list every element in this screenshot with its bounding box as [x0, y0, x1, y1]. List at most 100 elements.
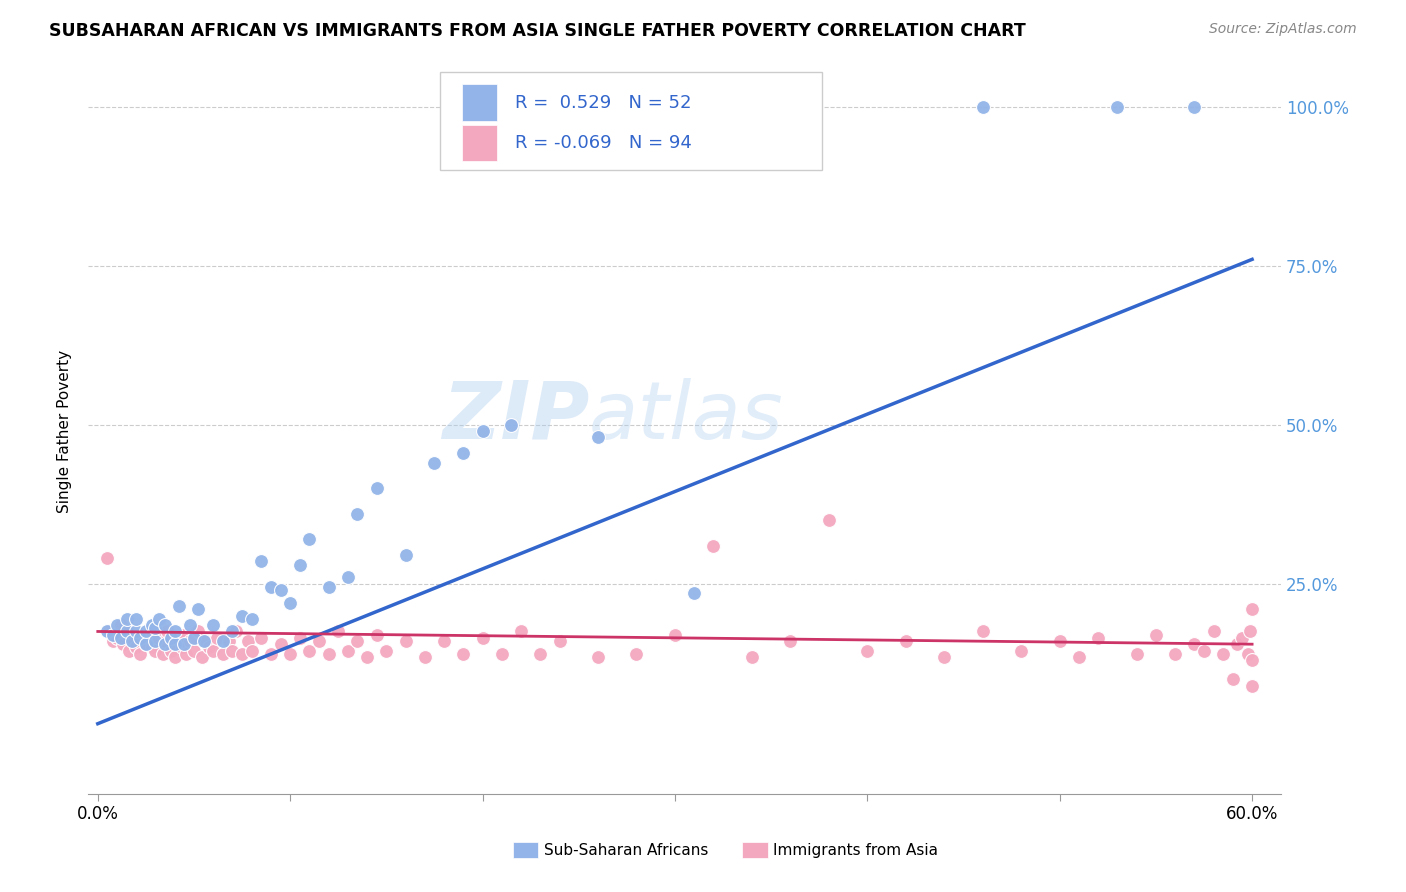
Point	[1125, 647, 1147, 661]
Point	[193, 634, 215, 648]
Point	[125, 640, 148, 655]
Point	[288, 631, 311, 645]
Point	[1239, 624, 1261, 639]
Point	[98, 624, 121, 639]
Point	[190, 649, 212, 664]
Text: atlas: atlas	[589, 377, 785, 456]
Point	[423, 456, 446, 470]
Point	[167, 599, 190, 613]
Point	[1241, 679, 1264, 693]
Point	[153, 634, 176, 648]
Point	[163, 649, 186, 664]
Point	[394, 634, 416, 648]
Point	[172, 640, 194, 655]
Point	[117, 643, 139, 657]
Point	[1010, 643, 1032, 657]
Point	[375, 643, 398, 657]
Point	[366, 481, 388, 495]
Point	[145, 621, 167, 635]
Point	[1087, 631, 1109, 645]
Point	[298, 643, 321, 657]
Point	[1067, 649, 1090, 664]
Point	[205, 631, 228, 645]
Point	[160, 643, 183, 657]
Point	[115, 612, 138, 626]
Point	[148, 631, 170, 645]
Point	[101, 627, 124, 641]
Point	[179, 634, 201, 648]
Point	[163, 624, 186, 639]
Y-axis label: Single Father Poverty: Single Father Poverty	[58, 350, 72, 513]
Point	[856, 643, 879, 657]
Point	[1164, 647, 1187, 661]
Text: SUBSAHARAN AFRICAN VS IMMIGRANTS FROM ASIA SINGLE FATHER POVERTY CORRELATION CHA: SUBSAHARAN AFRICAN VS IMMIGRANTS FROM AS…	[49, 22, 1026, 40]
Point	[111, 637, 134, 651]
Point	[1222, 672, 1244, 686]
Point	[115, 624, 138, 639]
Point	[308, 634, 330, 648]
Point	[270, 637, 292, 651]
Point	[231, 647, 253, 661]
Bar	[461, 125, 498, 161]
Point	[1226, 637, 1249, 651]
Point	[1241, 653, 1264, 667]
Point	[413, 649, 436, 664]
Point	[148, 612, 170, 626]
Point	[510, 624, 533, 639]
Point	[135, 637, 157, 651]
Point	[453, 647, 475, 661]
Point	[225, 624, 247, 639]
Point	[211, 634, 233, 648]
Point	[548, 634, 571, 648]
Point	[346, 634, 368, 648]
Point	[664, 627, 686, 641]
Text: Immigrants from Asia: Immigrants from Asia	[773, 843, 938, 857]
Point	[152, 647, 174, 661]
Point	[683, 586, 706, 600]
Point	[288, 558, 311, 572]
Point	[779, 634, 801, 648]
Point	[1049, 634, 1071, 648]
Point	[236, 634, 259, 648]
Point	[1144, 627, 1167, 641]
Point	[218, 634, 240, 648]
Text: R = -0.069   N = 94: R = -0.069 N = 94	[515, 134, 692, 153]
Text: R =  0.529   N = 52: R = 0.529 N = 52	[515, 94, 692, 112]
Point	[129, 631, 152, 645]
Point	[1182, 637, 1205, 651]
Point	[298, 533, 321, 547]
Point	[121, 634, 143, 648]
Point	[240, 612, 263, 626]
Point	[125, 612, 148, 626]
Point	[702, 539, 724, 553]
Point	[1212, 647, 1234, 661]
FancyBboxPatch shape	[440, 72, 821, 170]
Point	[1241, 602, 1264, 616]
Point	[741, 649, 763, 664]
Point	[972, 100, 994, 114]
Point	[250, 631, 273, 645]
Point	[105, 618, 128, 632]
Point	[336, 570, 359, 584]
Point	[136, 627, 159, 641]
Point	[110, 631, 132, 645]
Point	[105, 631, 128, 645]
Point	[346, 507, 368, 521]
Point	[163, 637, 186, 651]
Point	[270, 583, 292, 598]
Point	[1192, 643, 1215, 657]
Point	[240, 643, 263, 657]
Point	[173, 637, 195, 651]
Point	[453, 446, 475, 460]
Point	[586, 649, 609, 664]
Point	[394, 548, 416, 562]
Point	[129, 647, 152, 661]
Point	[145, 634, 167, 648]
Point	[141, 618, 163, 632]
Point	[278, 647, 301, 661]
Point	[529, 647, 551, 661]
Point	[433, 634, 456, 648]
Point	[1232, 631, 1254, 645]
Point	[187, 624, 209, 639]
Text: Source: ZipAtlas.com: Source: ZipAtlas.com	[1209, 22, 1357, 37]
